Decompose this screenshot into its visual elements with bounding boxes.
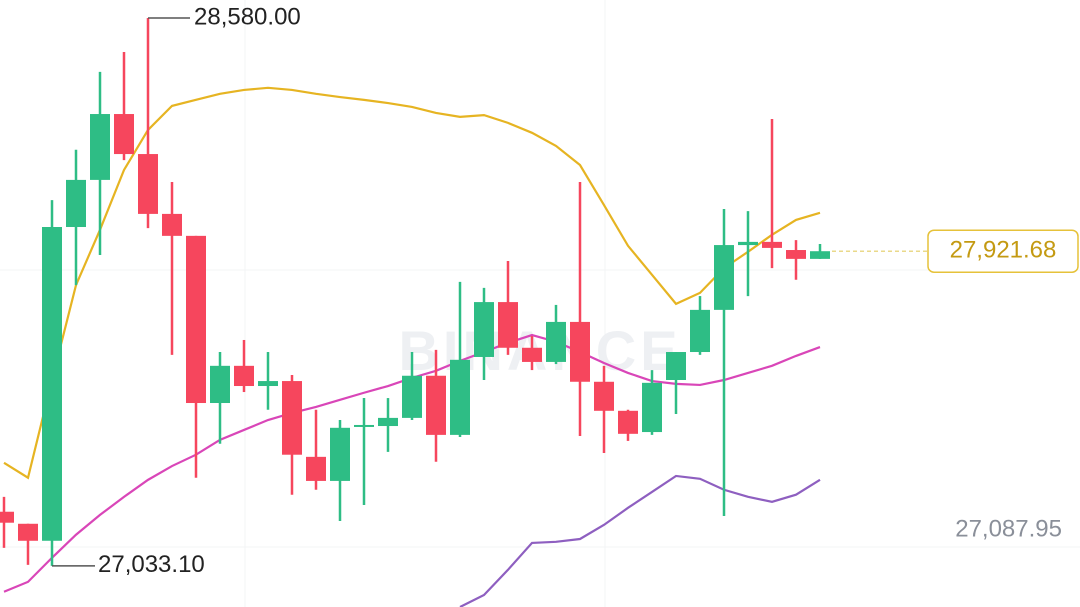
- scale-label: 27,087.95: [955, 515, 1062, 542]
- band-line: [3, 86, 821, 480]
- candle-body: [714, 245, 734, 310]
- candle-body: [546, 321, 566, 362]
- candle-body: [618, 410, 638, 434]
- candle-body: [114, 114, 134, 155]
- candle-body: [378, 417, 398, 427]
- candle-body: [210, 365, 230, 404]
- candle-body: [186, 235, 206, 404]
- candle-body: [162, 213, 182, 236]
- last-price-label: 27,921.68: [950, 237, 1057, 264]
- candle-body: [666, 352, 686, 380]
- candle-body: [522, 347, 542, 362]
- candle-body: [738, 241, 758, 246]
- candle-body: [642, 382, 662, 433]
- candle-body: [66, 179, 86, 228]
- candle-body: [258, 381, 278, 387]
- candle-body: [18, 523, 38, 541]
- candle-body: [138, 154, 158, 214]
- last-price-box: [927, 229, 1079, 273]
- candle-body: [330, 427, 350, 481]
- candle-body: [42, 227, 62, 541]
- candle-body: [474, 302, 494, 357]
- candle-body: [690, 309, 710, 353]
- candle-body: [0, 511, 14, 523]
- candle-body: [354, 424, 374, 427]
- high-label: 28,580.00: [194, 3, 301, 30]
- candle-body: [450, 359, 470, 435]
- candle-body: [786, 250, 806, 259]
- candle-body: [570, 321, 590, 382]
- candle-body: [594, 381, 614, 411]
- candle-body: [90, 114, 110, 180]
- candle-body: [402, 375, 422, 418]
- low-label: 27,033.10: [98, 551, 205, 578]
- candle-body: [810, 251, 830, 259]
- candle-body: [498, 302, 518, 348]
- band-line: [459, 474, 821, 607]
- candle-body: [306, 456, 326, 481]
- candle-body: [282, 381, 302, 455]
- candle-body: [762, 241, 782, 248]
- candle-body: [234, 365, 254, 387]
- candle-body: [426, 375, 446, 435]
